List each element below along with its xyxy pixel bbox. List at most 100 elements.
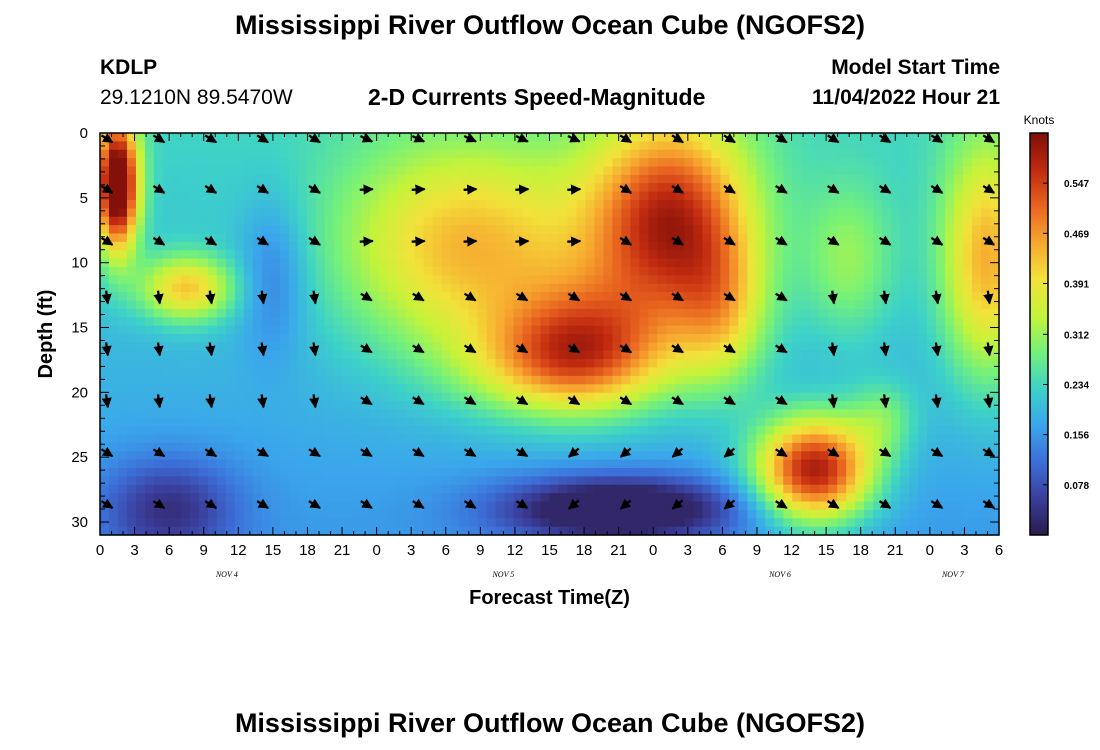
- heatmap-cell: [666, 275, 676, 285]
- heatmap-cell: [297, 409, 308, 419]
- heatmap-cell: [486, 216, 497, 226]
- heatmap-cell: [693, 476, 703, 486]
- heatmap-cell: [486, 518, 497, 528]
- heatmap-cell: [306, 367, 317, 377]
- heatmap-cell: [783, 275, 793, 285]
- heatmap-cell: [855, 200, 865, 209]
- heatmap-cell: [198, 292, 209, 302]
- heatmap-cell: [693, 484, 703, 494]
- heatmap-cell: [684, 183, 694, 193]
- heatmap-cell: [432, 476, 443, 486]
- heatmap-cell: [297, 493, 308, 503]
- heatmap-cell: [414, 183, 425, 193]
- heatmap-cell: [936, 442, 946, 452]
- current-vector-arrow: [101, 394, 112, 409]
- heatmap-cell: [387, 442, 398, 452]
- heatmap-cell: [837, 401, 847, 410]
- heatmap-cell: [981, 141, 991, 151]
- heatmap-cell: [477, 442, 488, 452]
- heatmap-cell: [360, 426, 371, 436]
- heatmap-cell: [450, 459, 461, 469]
- current-vector-arrow: [723, 446, 736, 458]
- heatmap-cell: [711, 392, 721, 402]
- heatmap-cell: [243, 317, 254, 327]
- heatmap-cell: [243, 484, 254, 494]
- heatmap-cell: [216, 141, 227, 151]
- heatmap-cell: [207, 384, 218, 394]
- heatmap-cell: [648, 509, 658, 519]
- heatmap-cell: [657, 526, 667, 536]
- heatmap-cell: [171, 359, 182, 369]
- heatmap-cell: [540, 208, 551, 218]
- heatmap-cell: [513, 476, 524, 486]
- heatmap-cell: [837, 241, 847, 251]
- heatmap-cell: [450, 384, 461, 394]
- heatmap-cell: [441, 350, 452, 360]
- heatmap-cell: [927, 275, 937, 285]
- heatmap-cell: [234, 258, 245, 268]
- heatmap-cell: [351, 225, 362, 235]
- heatmap-cell: [756, 526, 766, 536]
- heatmap-cell: [756, 392, 766, 402]
- heatmap-cell: [405, 459, 416, 469]
- heatmap-cell: [765, 317, 775, 327]
- heatmap-cell: [963, 292, 973, 302]
- heatmap-cell: [873, 141, 883, 151]
- heatmap-cell: [162, 501, 173, 511]
- heatmap-cell: [810, 133, 820, 142]
- heatmap-cell: [909, 283, 919, 293]
- heatmap-cell: [576, 267, 587, 276]
- heatmap-cell: [765, 442, 775, 452]
- heatmap-cell: [603, 208, 614, 218]
- heatmap-cell: [279, 501, 290, 511]
- heatmap-cell: [369, 518, 380, 528]
- heatmap-cell: [657, 216, 667, 226]
- heatmap-cell: [972, 250, 982, 260]
- heatmap-cell: [243, 166, 254, 176]
- heatmap-cell: [423, 183, 434, 193]
- heatmap-cell: [765, 518, 775, 528]
- heatmap-cell: [873, 334, 883, 343]
- heatmap-cell: [369, 267, 380, 276]
- heatmap-cell: [900, 225, 910, 235]
- current-vector-arrow: [204, 183, 218, 194]
- heatmap-cell: [837, 258, 847, 268]
- heatmap-cell: [423, 317, 434, 327]
- heatmap-cell: [792, 292, 802, 302]
- heatmap-cell: [108, 141, 119, 151]
- heatmap-cell: [441, 375, 452, 385]
- current-vector-arrow: [723, 394, 736, 406]
- heatmap-cell: [612, 183, 623, 193]
- heatmap-cell: [693, 509, 703, 519]
- heatmap-cell: [882, 283, 892, 293]
- heatmap-cell: [639, 250, 649, 260]
- heatmap-cell: [396, 141, 407, 151]
- heatmap-cell: [855, 208, 865, 218]
- heatmap-cell: [387, 233, 398, 243]
- heatmap-cell: [837, 518, 847, 528]
- heatmap-cell: [288, 434, 299, 444]
- heatmap-cell: [747, 409, 757, 419]
- heatmap-cell: [729, 426, 739, 436]
- heatmap-cell: [630, 417, 640, 427]
- heatmap-cell: [342, 208, 353, 218]
- heatmap-cell: [918, 283, 928, 293]
- heatmap-cell: [315, 484, 326, 494]
- heatmap-cell: [927, 476, 937, 486]
- heatmap-cell: [351, 208, 362, 218]
- heatmap-cell: [333, 250, 344, 260]
- heatmap-cell: [846, 158, 856, 168]
- heatmap-cell: [297, 149, 308, 159]
- heatmap-cell: [234, 225, 245, 235]
- heatmap-cell: [531, 216, 542, 226]
- heatmap-cell: [396, 241, 407, 251]
- heatmap-cell: [450, 250, 461, 260]
- current-vector-arrow: [308, 235, 321, 246]
- heatmap-cell: [756, 250, 766, 260]
- heatmap-cell: [819, 166, 829, 176]
- heatmap-cell: [594, 317, 605, 327]
- heatmap-cell: [207, 426, 218, 436]
- heatmap-cell: [369, 509, 380, 519]
- heatmap-cell: [594, 459, 605, 469]
- heatmap-cell: [459, 283, 470, 293]
